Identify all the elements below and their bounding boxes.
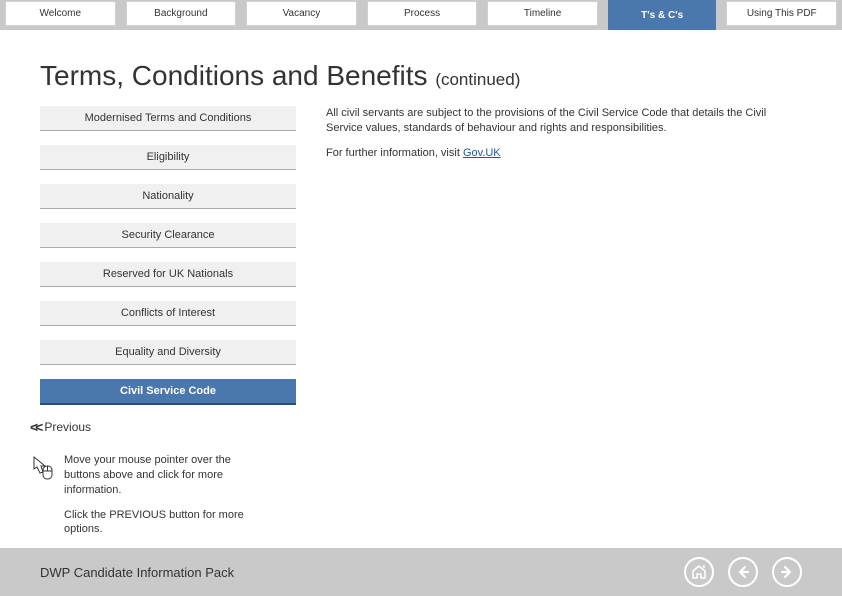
previous-button[interactable]: << Previous: [30, 419, 296, 435]
tab-welcome[interactable]: Welcome: [5, 1, 116, 26]
sidebar: Modernised Terms and Conditions Eligibil…: [40, 106, 296, 547]
tab-timeline[interactable]: Timeline: [487, 1, 598, 26]
body-paragraph-1: All civil servants are subject to the pr…: [326, 106, 802, 136]
sidebar-item-security-clearance[interactable]: Security Clearance: [40, 223, 296, 248]
sidebar-item-eligibility[interactable]: Eligibility: [40, 145, 296, 170]
home-icon: [691, 564, 707, 580]
chevron-left-icon: <<: [30, 419, 40, 435]
body-paragraph-2: For further information, visit Gov.UK: [326, 146, 802, 161]
sidebar-item-nationality[interactable]: Nationality: [40, 184, 296, 209]
title-main: Terms, Conditions and Benefits: [40, 60, 428, 91]
sidebar-item-civil-service-code[interactable]: Civil Service Code: [40, 379, 296, 405]
body-p2-prefix: For further information, visit: [326, 147, 463, 159]
hint-block: Move your mouse pointer over the buttons…: [32, 453, 262, 547]
top-nav: Welcome Background Vacancy Process Timel…: [0, 0, 842, 30]
sidebar-item-reserved-uk[interactable]: Reserved for UK Nationals: [40, 262, 296, 287]
tab-vacancy[interactable]: Vacancy: [246, 1, 357, 26]
sidebar-item-conflicts[interactable]: Conflicts of Interest: [40, 301, 296, 326]
hint-line-1: Move your mouse pointer over the buttons…: [64, 453, 262, 498]
footer-title: DWP Candidate Information Pack: [40, 565, 234, 580]
sidebar-item-equality[interactable]: Equality and Diversity: [40, 340, 296, 365]
tab-background[interactable]: Background: [126, 1, 237, 26]
hint-line-2: Click the PREVIOUS button for more optio…: [64, 508, 262, 538]
forward-button[interactable]: [772, 557, 802, 587]
page-content: Terms, Conditions and Benefits (continue…: [0, 30, 842, 547]
arrow-left-icon: [736, 565, 750, 579]
mouse-cursor-icon: [32, 455, 54, 486]
govuk-link[interactable]: Gov.UK: [463, 147, 501, 159]
tab-terms-conditions[interactable]: T's & C's: [608, 0, 717, 30]
footer: DWP Candidate Information Pack: [0, 548, 842, 596]
back-button[interactable]: [728, 557, 758, 587]
arrow-right-icon: [780, 565, 794, 579]
title-suffix: (continued): [435, 70, 520, 89]
body-text: All civil servants are subject to the pr…: [326, 106, 802, 547]
page-title: Terms, Conditions and Benefits (continue…: [40, 60, 802, 92]
footer-nav-icons: [684, 557, 802, 587]
previous-label: Previous: [44, 420, 91, 434]
sidebar-item-modernised-terms[interactable]: Modernised Terms and Conditions: [40, 106, 296, 131]
tab-using-pdf[interactable]: Using This PDF: [726, 1, 837, 26]
tab-process[interactable]: Process: [367, 1, 478, 26]
home-button[interactable]: [684, 557, 714, 587]
